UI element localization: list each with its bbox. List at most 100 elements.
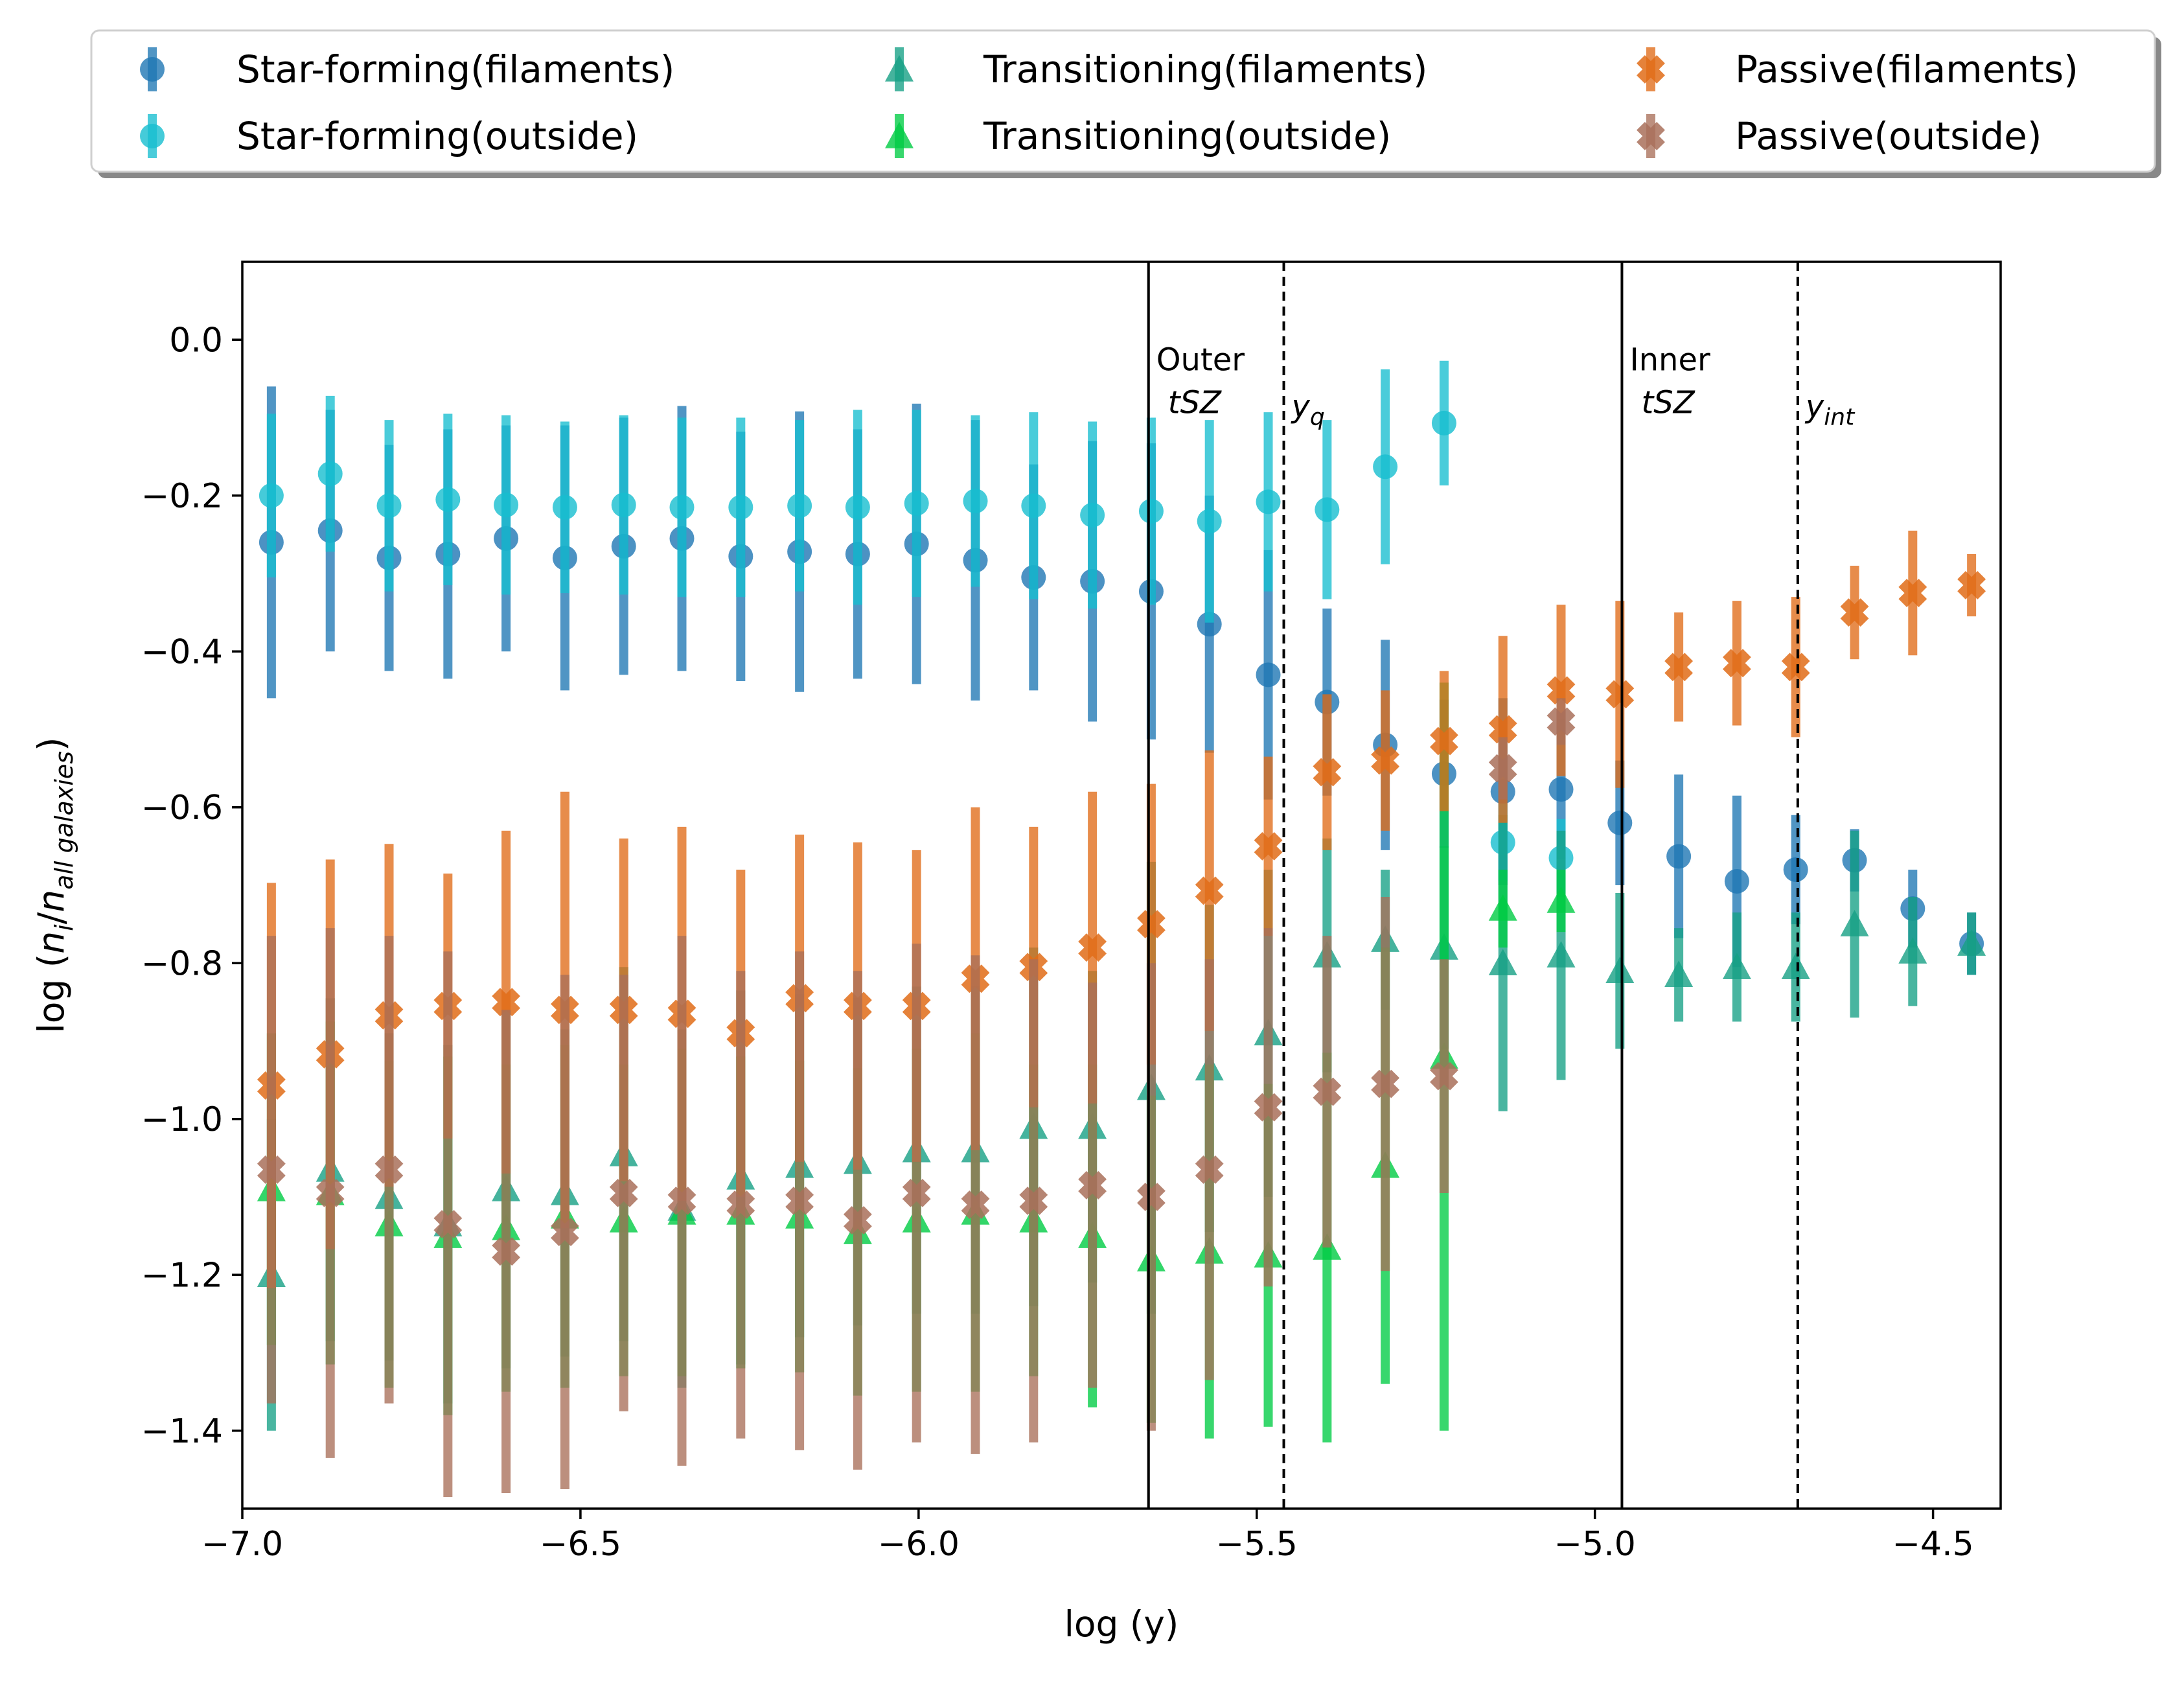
- data-point: [1431, 410, 1456, 435]
- data-point: [1078, 1171, 1107, 1200]
- reference-label: yq: [1291, 388, 1325, 430]
- data-point: [492, 988, 521, 1017]
- legend-label: Passive(filaments): [1735, 47, 2078, 91]
- data-point: [845, 494, 870, 520]
- legend-entry-passive-filaments: Passive(filaments): [1637, 47, 2078, 91]
- data-point: [1957, 929, 1986, 956]
- x-tick-label: −6.5: [540, 1525, 621, 1564]
- data-point: [1783, 857, 1808, 882]
- reference-label: tSZ: [1168, 384, 1222, 421]
- data-point: [1898, 937, 1927, 964]
- data-point: [1021, 493, 1046, 518]
- data-point: [1080, 502, 1105, 527]
- data-point: [1197, 509, 1222, 534]
- reference-label: Inner: [1629, 342, 1710, 378]
- legend-label: Star-forming(filaments): [236, 47, 674, 91]
- y-tick-label: −1.2: [141, 1256, 223, 1295]
- x-tick-label: −5.0: [1554, 1525, 1636, 1564]
- data-point: [1724, 868, 1749, 894]
- data-point: [316, 1179, 345, 1207]
- axes-frame: [241, 261, 2002, 1510]
- legend-label: Transitioning(outside): [983, 114, 1391, 158]
- data-point: [1019, 1187, 1048, 1215]
- data-point: [669, 494, 695, 520]
- data-point: [1488, 715, 1517, 744]
- data-point: [1666, 844, 1692, 869]
- data-point: [1195, 876, 1224, 905]
- data-point: [1957, 571, 1986, 599]
- y-tick-label: −0.4: [141, 632, 223, 671]
- data-point: [1898, 579, 1927, 607]
- legend-marker: [140, 57, 165, 82]
- data-point: [1256, 489, 1281, 515]
- legend-label: Transitioning(filaments): [983, 47, 1428, 91]
- data-point: [963, 489, 988, 514]
- legend-entry-star-forming-outside: Star-forming(outside): [140, 114, 638, 158]
- x-axis-label: log (y): [1064, 1603, 1179, 1645]
- legend-entry-transitioning-outside: Transitioning(outside): [885, 114, 1391, 158]
- data-point: [1137, 1183, 1166, 1211]
- data-point: [1256, 662, 1281, 688]
- legend-entry-passive-outside: Passive(outside): [1637, 114, 2042, 158]
- reference-label: tSZ: [1641, 384, 1695, 421]
- y-tick-label: −0.2: [141, 477, 223, 516]
- data-point: [1078, 933, 1107, 962]
- data-point: [1546, 941, 1576, 968]
- data-point: [609, 1179, 638, 1207]
- data-point: [726, 1190, 755, 1219]
- x-tick-label: −4.5: [1892, 1525, 1973, 1564]
- data-point: [1548, 777, 1574, 802]
- data-point: [376, 493, 402, 518]
- data-point: [1371, 1069, 1400, 1098]
- legend-marker: [885, 122, 914, 148]
- data-point: [785, 1187, 814, 1215]
- legend-marker: [140, 124, 165, 148]
- data-point: [1137, 910, 1166, 939]
- data-point: [1488, 949, 1517, 975]
- data-point: [1138, 498, 1164, 524]
- legend-entry-star-forming-filaments: Star-forming(filaments): [140, 47, 674, 91]
- legend-marker: [1637, 55, 1665, 84]
- reference-label: Outer: [1156, 342, 1245, 378]
- y-tick-label: 0.0: [169, 321, 223, 360]
- data-point: [1429, 1061, 1458, 1091]
- legend-marker: [1637, 122, 1665, 150]
- data-point: [961, 1190, 990, 1219]
- data-point: [843, 1206, 872, 1235]
- data-point: [494, 493, 519, 518]
- data-point: [259, 483, 284, 508]
- legend-marker: [885, 55, 914, 82]
- data-point: [1546, 676, 1576, 705]
- data-point: [667, 1187, 696, 1215]
- legend: Star-forming(filaments) Star-forming(outs…: [90, 29, 2161, 178]
- data-point: [1371, 746, 1400, 775]
- y-tick-label: −1.4: [141, 1412, 223, 1451]
- legend-frame: [90, 29, 2156, 173]
- legend-entry-transitioning-filaments: Transitioning(filaments): [885, 47, 1428, 91]
- data-point: [257, 1155, 286, 1184]
- y-tick-label: −0.8: [141, 944, 223, 983]
- data-point: [552, 494, 577, 520]
- data-point: [317, 461, 343, 487]
- data-point: [1840, 598, 1869, 627]
- data-point: [550, 1218, 579, 1247]
- data-point: [1197, 612, 1222, 637]
- data-point: [611, 493, 636, 518]
- data-point: [1195, 1155, 1224, 1184]
- data-point: [902, 1179, 931, 1207]
- data-point: [1605, 680, 1635, 709]
- data-point: [904, 491, 929, 516]
- data-point: [1781, 653, 1810, 682]
- data-point: [1313, 758, 1342, 787]
- x-tick-label: −6.0: [878, 1525, 960, 1564]
- data-point: [1254, 1093, 1283, 1122]
- data-point: [1840, 910, 1869, 936]
- data-point: [1607, 810, 1633, 835]
- data-point: [1546, 887, 1576, 913]
- legend-label: Passive(outside): [1735, 114, 2042, 158]
- y-tick-label: −1.0: [141, 1100, 223, 1139]
- data-point: [728, 494, 753, 520]
- data-point: [1605, 956, 1635, 983]
- data-point: [492, 1237, 521, 1266]
